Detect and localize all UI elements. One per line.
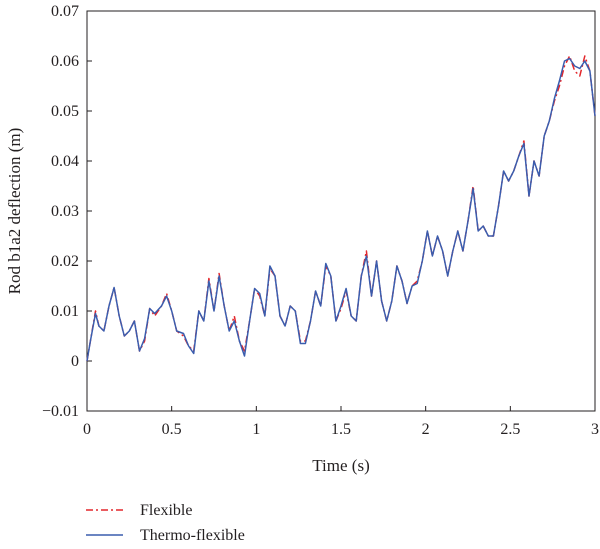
y-tick-label: 0: [71, 353, 79, 370]
x-axis-ticks: 0 0.5 1 1.5 2 2.5 3: [83, 406, 599, 438]
x-tick-label: 1.5: [331, 421, 351, 438]
x-tick-label: 2.5: [500, 421, 520, 438]
series-line-flexible: [86, 55, 596, 362]
y-axis-title: Rod b1a2 deflection (m): [5, 128, 24, 295]
x-tick-label: 2: [422, 421, 430, 438]
y-tick-label: 0.01: [51, 303, 79, 320]
x-tick-label: 1: [252, 421, 260, 438]
x-axis-title: Time (s): [312, 456, 369, 475]
legend-label-thermo-flexible: Thermo-flexible: [140, 527, 245, 544]
legend: Flexible Thermo-flexible: [86, 502, 245, 544]
y-tick-label: 0.02: [51, 253, 79, 270]
y-tick-label: 0.07: [51, 3, 79, 20]
plot-area-border: [86, 10, 596, 412]
x-tick-label: 0.5: [162, 421, 182, 438]
y-axis-ticks: −0.01 0 0.01 0.02 0.03 0.04 0.05 0.06 0.07: [42, 3, 92, 420]
legend-label-flexible: Flexible: [140, 502, 192, 519]
y-tick-label: 0.04: [51, 153, 79, 170]
x-tick-label: 0: [83, 421, 91, 438]
y-tick-label: −0.01: [42, 403, 79, 420]
x-tick-label: 3: [591, 421, 599, 438]
y-tick-label: 0.03: [51, 203, 79, 220]
y-tick-label: 0.05: [51, 103, 79, 120]
plot-frame: [86, 10, 596, 412]
series-line-thermo-flexible: [86, 57, 596, 362]
series-layer: [86, 55, 596, 362]
y-tick-label: 0.06: [51, 53, 79, 70]
